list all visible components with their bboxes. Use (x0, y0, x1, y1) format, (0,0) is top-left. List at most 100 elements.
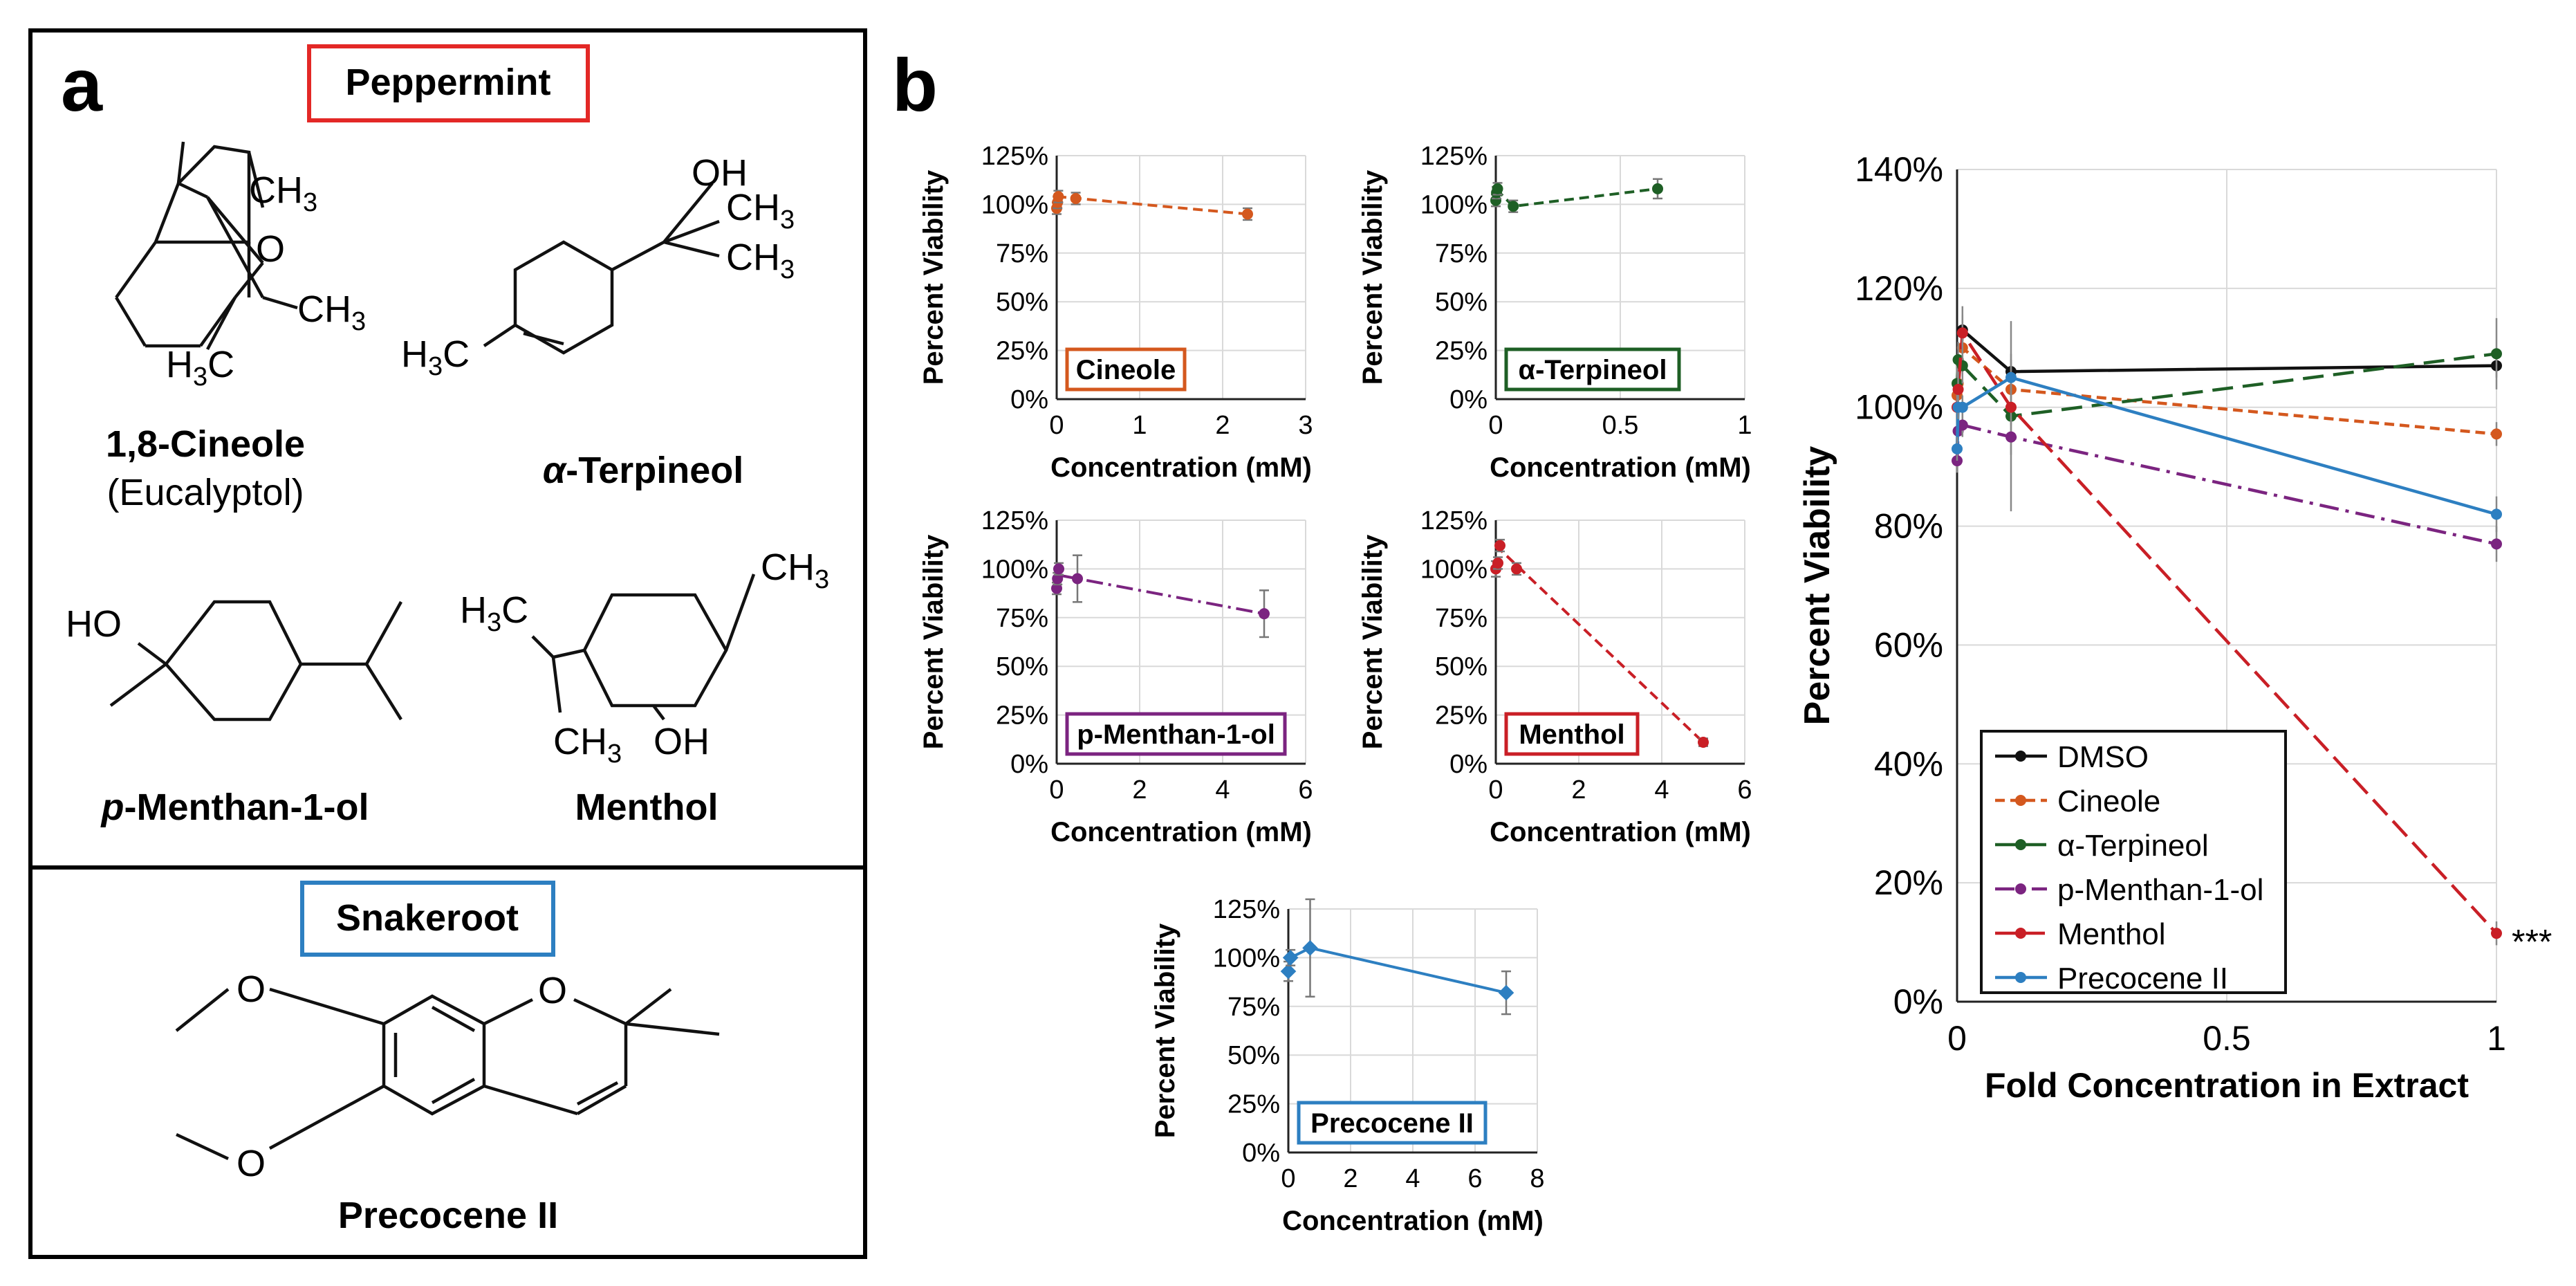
y-tick-label: 100% (1855, 388, 1943, 427)
menthol-name: Menthol (575, 787, 719, 828)
data-point (1511, 563, 1522, 575)
legend-label-dmso: DMSO (2057, 740, 2149, 774)
legend-marker (2015, 972, 2026, 983)
svg-text:CH3: CH3 (249, 169, 317, 217)
svg-text:CH3: CH3 (726, 237, 795, 284)
x-axis-label: Concentration (mM) (1282, 1206, 1544, 1236)
series-label-box (1504, 712, 1640, 756)
svg-text:O: O (538, 970, 567, 1011)
y-tick-label: 25% (1435, 701, 1488, 731)
data-point (1053, 191, 1064, 203)
y-tick-label: 25% (1435, 337, 1488, 366)
series-label: Menthol (1519, 719, 1624, 750)
svg-text:H3C: H3C (401, 333, 470, 381)
chart-terpineol: 0% 25% 50% 75% 100% 125% 0 0.5 1 Concentration (m… (1358, 142, 1752, 483)
data-point (1052, 573, 1064, 585)
y-tick-label: 50% (1435, 652, 1488, 681)
y-tick-label: 50% (996, 652, 1048, 681)
x-axis-label: Concentration (mM) (1490, 452, 1751, 483)
y-tick-label: 40% (1874, 744, 1943, 783)
y-axis-label: Percent Viability (1797, 446, 1837, 726)
chart-menthol: 0% 25% 50% 75% 100% 125% 0 2 4 6 Concentration (mM… (1358, 506, 1752, 847)
x-tick-label: 2 (1571, 775, 1586, 805)
y-tick-label: 75% (1435, 239, 1488, 268)
y-tick-label: 20% (1874, 863, 1943, 902)
x-axis-label: Fold Concentration in Extract (1985, 1066, 2469, 1105)
cineole-subname: (Eucalyptol) (106, 472, 304, 513)
data-point (1698, 737, 1709, 748)
y-tick-label: 100% (1420, 555, 1488, 584)
x-tick-label: 0.5 (2203, 1019, 2251, 1058)
y-tick-label: 125% (981, 506, 1048, 535)
svg-text:CH3: CH3 (297, 288, 366, 336)
data-point (1952, 443, 1963, 454)
y-tick-label: 0% (1449, 385, 1488, 414)
data-point (2005, 401, 2017, 413)
y-tick-label: 50% (1435, 288, 1488, 317)
cineole-name: 1,8-Cineole (106, 423, 305, 465)
y-tick-label: 75% (996, 604, 1048, 633)
trend-line-menthol (1494, 544, 1705, 744)
menthol-structure (531, 573, 756, 721)
panel-a-label: a (61, 43, 103, 127)
series-label: α-Terpineol (1519, 355, 1667, 385)
y-tick-label: 25% (996, 701, 1048, 731)
peppermint-label: Peppermint (345, 62, 550, 103)
data-point (2005, 371, 2017, 383)
terpineol-name: α-Terpineol (543, 450, 744, 491)
series-label-box (1504, 347, 1681, 392)
y-axis-label: Percent Viability (1358, 534, 1388, 749)
data-point (1070, 192, 1082, 204)
x-tick-label: 6 (1737, 775, 1752, 805)
y-tick-label: 0% (1010, 750, 1048, 779)
y-tick-label: 125% (1420, 142, 1488, 171)
legend-marker (2015, 839, 2026, 850)
data-point (1508, 201, 1519, 212)
legend: DMSO Cineole α-Terpineol p-Menthan-1-ol Ment… (1980, 730, 2287, 995)
panel-a-frame (28, 28, 867, 1259)
precocene-atoms: O O O (237, 968, 567, 1184)
panel-b-label: b (892, 43, 938, 127)
x-tick-label: 4 (1654, 775, 1669, 805)
legend-marker (2015, 883, 2026, 894)
x-tick-label: 1 (1132, 411, 1147, 440)
y-tick-label: 125% (1213, 895, 1280, 924)
cineole-atoms: CH3 O CH3 H3C (166, 169, 366, 392)
data-point (1051, 582, 1062, 594)
x-tick-label: 0.5 (1602, 411, 1639, 440)
svg-text:CH3: CH3 (726, 187, 795, 235)
terpineol-structure (483, 182, 720, 355)
significance-annotation: *** (2512, 922, 2552, 961)
snakeroot-box (300, 881, 555, 957)
data-point (1072, 573, 1083, 585)
legend-box (1980, 730, 2287, 994)
series-label-box (1065, 347, 1187, 392)
y-tick-label: 0% (1893, 982, 1943, 1021)
data-point (1492, 183, 1503, 194)
x-tick-label: 4 (1405, 1164, 1420, 1193)
trend-line-menthanol (1056, 573, 1265, 616)
data-point (1652, 183, 1663, 194)
cineole-structure (115, 141, 298, 351)
svg-text:CH3: CH3 (761, 546, 829, 594)
y-tick-label: 120% (1855, 269, 1943, 308)
chart-precocene: 0% 25% 50% 75% 100% 125% 0 2 4 6 8 Concentration (m… (1150, 895, 1545, 1236)
menthanol-name: p-Menthan-1-ol (100, 787, 369, 828)
precocene-name: Precocene II (338, 1195, 558, 1236)
series-dmso (1956, 306, 2502, 389)
data-point (1053, 563, 1064, 575)
data-point (1952, 383, 1964, 395)
data-point (1280, 963, 1297, 980)
x-axis-label: Concentration (mM) (1050, 817, 1312, 847)
y-tick-label: 100% (1420, 190, 1488, 219)
data-point (1956, 419, 1968, 431)
y-axis-label: Percent Viability (1150, 923, 1180, 1138)
series-label-box (1297, 1101, 1488, 1145)
data-point (2491, 508, 2502, 520)
snakeroot-label: Snakeroot (336, 897, 519, 939)
y-axis-label: Percent Viability (918, 534, 949, 749)
series-line-dmso (1961, 329, 2497, 374)
chart-cineole: 0% 25% 50% 75% 100% 125% 0 1 2 3 Concentration (mM… (918, 142, 1313, 483)
x-tick-label: 0 (1281, 1164, 1295, 1193)
x-tick-label: 2 (1215, 411, 1230, 440)
